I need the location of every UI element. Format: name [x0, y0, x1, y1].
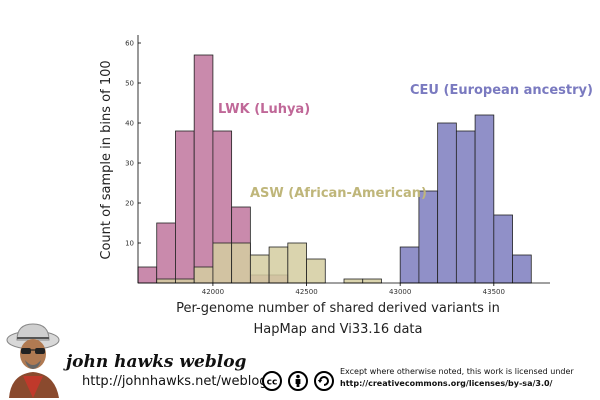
share-alike-icon: [314, 371, 334, 391]
series-1-bar-6: [268, 246, 289, 284]
series-labels: LWK (Luhya) ASW (African-American) CEU (Eu…: [218, 83, 593, 201]
y-tick-label-1: 20: [125, 200, 134, 208]
series-label-1: ASW (African-American): [250, 186, 427, 201]
histogram-bars: [137, 54, 532, 284]
x-tick-label-0: 42000: [202, 288, 224, 296]
series-0-bar-3: [193, 54, 214, 284]
series-1-bar-10: [362, 278, 382, 284]
y-tick-label-2: 30: [125, 160, 134, 168]
series-2-bar-4: [474, 114, 495, 284]
x-axis-label-line-1: Per-genome number of shared derived vari…: [176, 301, 500, 316]
histogram-chart: 10 20 30 40 50 60 42000 42500 43000 43500 LWK (L…: [99, 35, 593, 316]
series-1-bar-3: [212, 242, 233, 284]
cc-icon: cc: [262, 371, 282, 391]
series-2-bar-2: [437, 122, 457, 284]
series-1-bar-4: [231, 242, 251, 284]
series-1-bar-5: [249, 254, 270, 284]
series-1-bar-2: [193, 266, 214, 284]
y-axis-label: Count of sample in bins of 100: [99, 60, 114, 259]
series-1-bar-0: [156, 278, 176, 284]
series-1-bar-1: [175, 278, 195, 284]
series-0-bar-1: [156, 222, 176, 284]
series-2-bar-1: [418, 190, 439, 284]
license-url-link[interactable]: http://creativecommons.org/licenses/by-s…: [340, 379, 553, 388]
x-tick-label-2: 43000: [389, 288, 411, 296]
series-2-bar-5: [493, 214, 513, 284]
series-0-bar-2: [175, 130, 195, 284]
x-axis-label-line-2: HapMap and Vi33.16 data: [253, 322, 423, 337]
blog-title: john hawks weblog: [66, 352, 247, 372]
series-1-bar-7: [287, 242, 307, 284]
attribution-icon: [288, 371, 308, 391]
chart-axes: [137, 35, 550, 284]
series-0-bar-0: [137, 266, 158, 284]
y-axis-ticks: 10 20 30 40 50 60: [125, 40, 141, 248]
avatar-icon: [6, 323, 60, 398]
series-2-bar-0: [399, 246, 420, 284]
x-tick-label-1: 42500: [295, 288, 317, 296]
license-text: Except where otherwise noted, this work …: [340, 367, 574, 376]
series-2-bar-3: [455, 130, 476, 284]
series-2-bars: [399, 114, 532, 284]
y-tick-label-4: 50: [125, 80, 134, 88]
footer-banner: john hawks weblog http://johnhawks.net/w…: [0, 318, 600, 400]
series-2-bar-6: [512, 254, 532, 284]
svg-text:cc: cc: [267, 378, 278, 388]
series-1-bar-9: [343, 278, 364, 284]
cc-license-icons: cc: [262, 371, 334, 391]
x-tick-label-3: 43500: [483, 288, 505, 296]
series-label-0: LWK (Luhya): [218, 102, 310, 117]
y-tick-label-3: 40: [125, 120, 134, 128]
series-1-bar-8: [306, 258, 326, 284]
y-tick-label-5: 60: [125, 40, 134, 48]
series-label-2: CEU (European ancestry): [410, 83, 593, 98]
x-axis-ticks: 42000 42500 43000 43500: [202, 283, 505, 296]
y-tick-label-0: 10: [125, 240, 134, 248]
blog-url-link[interactable]: http://johnhawks.net/weblog: [82, 374, 268, 389]
